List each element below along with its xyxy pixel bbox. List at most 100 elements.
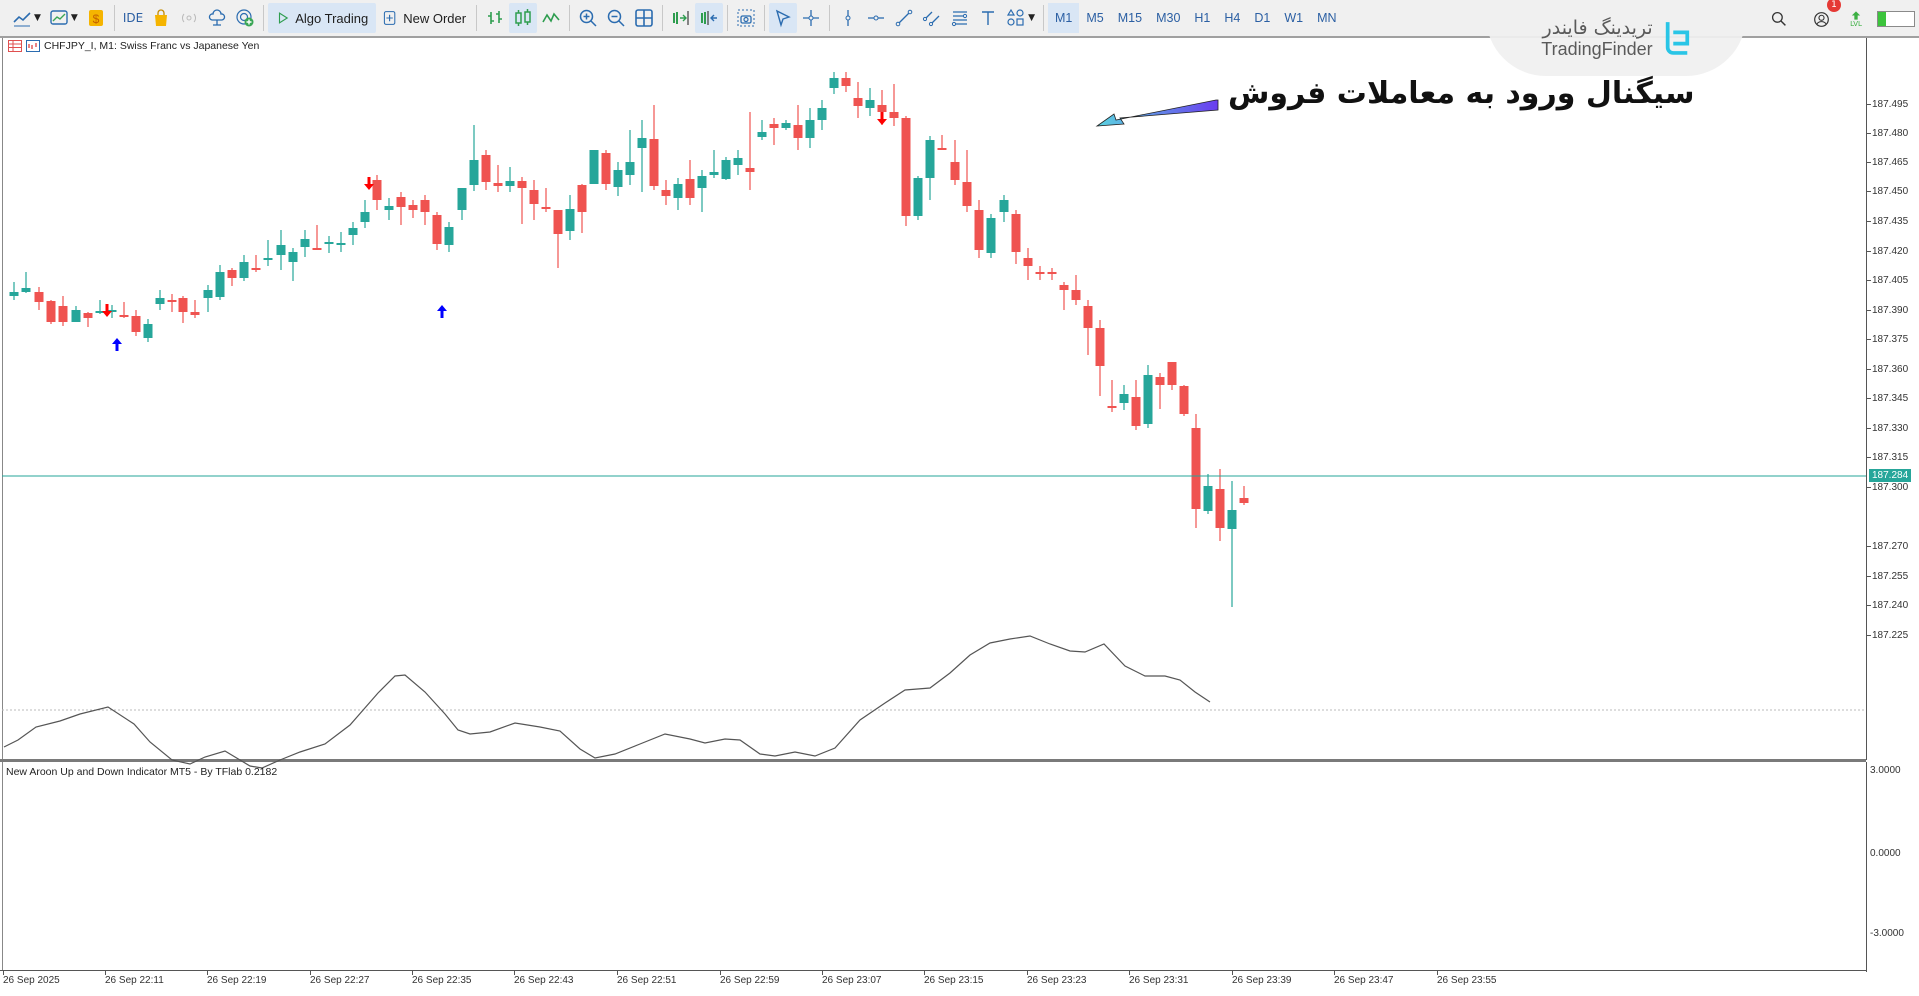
bear-candle <box>937 135 947 150</box>
crosshair-tool-button[interactable] <box>797 3 825 33</box>
timeframe-mn[interactable]: MN <box>1317 11 1337 25</box>
signals-button[interactable]: $ <box>82 3 110 33</box>
market-button[interactable] <box>147 3 175 33</box>
account-notifications-button[interactable]: 1 <box>1807 0 1841 34</box>
bull-candle <box>817 100 827 130</box>
timeframe-d1[interactable]: D1 <box>1254 11 1271 25</box>
indicator-tick-label: 3.0000 <box>1870 765 1901 776</box>
bear-candle <box>83 312 93 327</box>
sell-signal-annotation: سیگنال ورود به معاملات فروش <box>1228 76 1695 111</box>
bear-candle <box>1131 380 1141 430</box>
price-tick-label: 187.375 <box>1867 334 1908 345</box>
ide-button[interactable]: IDE <box>119 3 147 33</box>
time-axis[interactable]: 26 Sep 2025 26 Sep 22:11 26 Sep 22:19 26 Se… <box>0 970 1866 996</box>
bear-candle <box>889 84 899 126</box>
lvl-button[interactable]: LVL <box>1849 4 1863 34</box>
ide-label: IDE <box>122 11 144 25</box>
indicator-axis[interactable]: 3.0000 0.0000 -3.0000 <box>1866 762 1919 972</box>
time-tick-label: 26 Sep 22:43 <box>514 971 574 986</box>
toolbar-separator <box>263 5 265 31</box>
timeframe-m15[interactable]: M15 <box>1117 11 1143 25</box>
radar-plus-icon <box>236 9 254 27</box>
price-tick-label: 187.240 <box>1867 600 1908 611</box>
timeframe-w1[interactable]: W1 <box>1284 11 1304 25</box>
price-tick-label: 187.255 <box>1867 571 1908 582</box>
timeframe-m30[interactable]: M30 <box>1156 11 1181 25</box>
timeframe-h1[interactable]: H1 <box>1194 11 1211 25</box>
add-subscription-button[interactable] <box>231 3 259 33</box>
channel-tool-button[interactable] <box>918 3 946 33</box>
bull-candle <box>589 150 599 184</box>
auto-scroll-button[interactable] <box>667 3 695 33</box>
timeframe-m1[interactable]: M1 <box>1048 3 1080 33</box>
line-chart-button[interactable] <box>537 3 565 33</box>
vps-button[interactable] <box>203 3 231 33</box>
bear-candle <box>553 210 563 268</box>
bear-candle <box>853 82 863 118</box>
new-order-button[interactable]: New Order <box>376 3 472 33</box>
trendline-tool-button[interactable] <box>890 3 918 33</box>
fibonacci-tool-button[interactable] <box>946 3 974 33</box>
bull-candle <box>1119 385 1129 410</box>
price-tick-label: 187.435 <box>1867 216 1908 227</box>
pane-divider[interactable] <box>0 759 1866 762</box>
bull-candle <box>781 120 791 130</box>
bull-candle <box>986 214 996 258</box>
signal-broadcast-button[interactable] <box>175 3 203 33</box>
bull-candle <box>721 157 731 180</box>
price-axis[interactable]: 187.495 187.480 187.465 187.450 187.435 187.4… <box>1866 38 1919 760</box>
bear-candle <box>432 212 442 250</box>
bull-candle <box>324 236 334 253</box>
vertical-line-tool-button[interactable] <box>834 3 862 33</box>
chart-type-dropdown[interactable]: ▼ <box>8 3 45 33</box>
bull-candle <box>565 195 575 240</box>
candlestick-chart-button[interactable] <box>509 3 538 33</box>
text-tool-button[interactable] <box>974 3 1002 33</box>
bear-candle <box>119 302 129 318</box>
screenshot-button[interactable] <box>732 3 760 33</box>
buy-signal-arrow-icon <box>437 305 447 318</box>
bull-candle <box>1227 481 1237 607</box>
toolbar-separator <box>764 5 766 31</box>
bull-candle <box>505 167 515 192</box>
bull-candle <box>288 248 298 281</box>
bear-candle <box>178 296 188 323</box>
time-tick-label: 26 Sep 22:27 <box>310 971 370 986</box>
broadcast-icon <box>182 13 197 23</box>
bull-candle <box>384 198 394 220</box>
bull-candle <box>203 285 213 312</box>
shapes-dropdown[interactable]: ▼ <box>1002 3 1039 33</box>
chart-shift-button[interactable] <box>695 3 724 33</box>
tile-windows-button[interactable] <box>630 3 658 33</box>
price-chart-canvas[interactable] <box>0 0 1866 760</box>
bear-candle <box>529 180 539 220</box>
main-chart-pane[interactable] <box>2 38 1868 760</box>
sell-signal-arrow-icon <box>364 177 374 190</box>
svg-text:$: $ <box>93 12 100 26</box>
bull-candle <box>215 265 225 300</box>
timeframe-m5[interactable]: M5 <box>1086 11 1104 25</box>
templates-dropdown[interactable]: ▼ <box>45 3 82 33</box>
zoom-out-button[interactable] <box>602 3 630 33</box>
bull-candle <box>625 130 635 185</box>
bear-candle <box>1107 380 1117 412</box>
indicator-pane[interactable] <box>2 762 1866 970</box>
price-tick-label: 187.270 <box>1867 541 1908 552</box>
chart-window-icon[interactable] <box>26 40 40 52</box>
bear-candle <box>974 200 984 258</box>
horizontal-line-tool-button[interactable] <box>862 3 890 33</box>
price-tick-label: 187.465 <box>1867 157 1908 168</box>
price-tick-label: 187.420 <box>1867 246 1908 257</box>
bear-candle <box>481 150 491 190</box>
zoom-in-button[interactable] <box>574 3 602 33</box>
search-button[interactable] <box>1765 4 1793 34</box>
cursor-tool-button[interactable] <box>769 3 798 33</box>
bull-candle <box>829 72 839 94</box>
price-tick-label: 187.330 <box>1867 423 1908 434</box>
trade-panel-icon[interactable] <box>8 40 22 52</box>
bar-chart-button[interactable] <box>481 3 509 33</box>
algo-trading-button[interactable]: Algo Trading <box>268 3 377 33</box>
toolbar-separator <box>727 5 729 31</box>
timeframe-h4[interactable]: H4 <box>1224 11 1241 25</box>
chart-shift-icon <box>701 11 718 25</box>
